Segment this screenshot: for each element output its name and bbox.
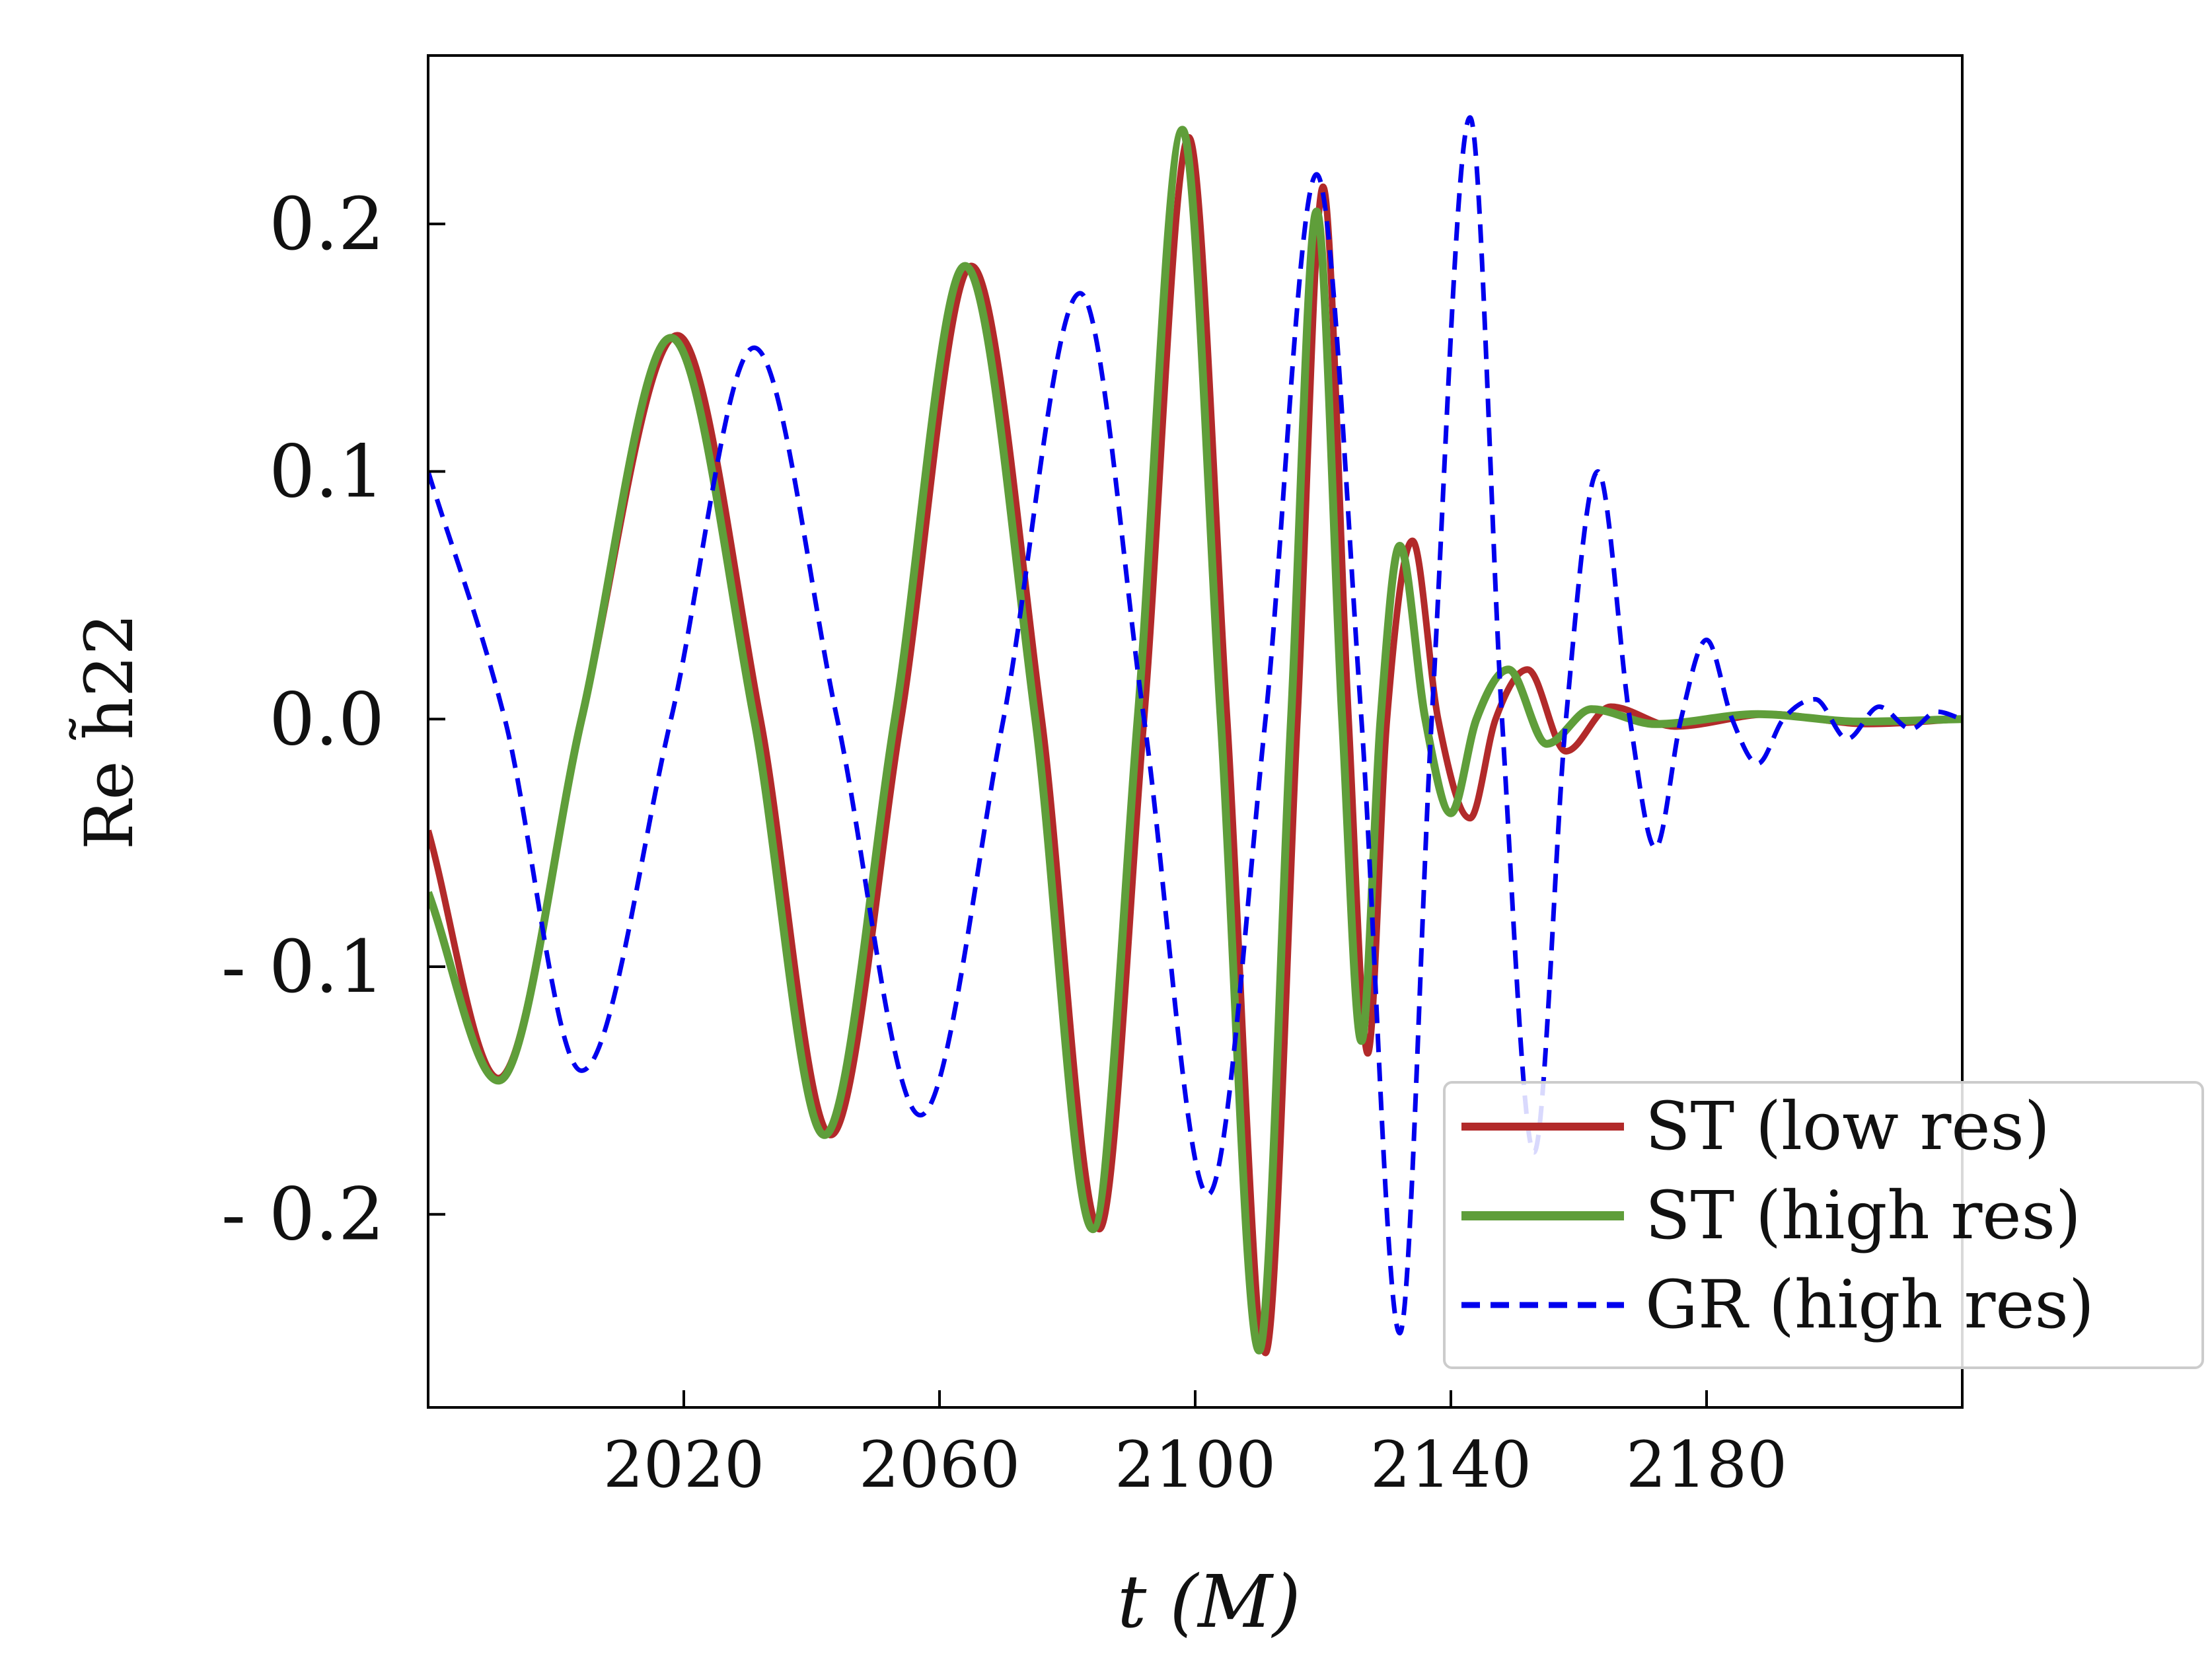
legend-frame [1443,1081,2204,1369]
x-tick-label: 2180 [1626,1428,1787,1502]
x-axis-label: t (M) [1117,1559,1301,1644]
x-tick-label: 2020 [603,1428,764,1502]
x-tick-label: 2140 [1370,1428,1531,1502]
y-tick-label: 0.2 [269,182,385,266]
y-tick-label: 0.0 [269,677,385,761]
x-tick-label: 2060 [859,1428,1020,1502]
y-tick-label: - 0.1 [221,924,385,1009]
legend: ST (low res) ST (high res) GR (high res) [1443,1081,2204,1369]
y-axis-label: Re h̃22 [69,613,148,850]
legend-label: GR (high res) [1645,1266,2094,1343]
series-line-0 [428,133,1962,1357]
series-line-2 [428,115,1962,1336]
x-axis: 2020 2060 2100 2140 2180 [603,1390,1787,1502]
y-axis: 0.2 0.1 0.0 - 0.1 - 0.2 [221,182,445,1257]
series-layer [428,115,1962,1357]
y-tick-label: - 0.2 [221,1172,385,1257]
legend-label: ST (low res) [1645,1088,2050,1165]
x-tick-label: 2100 [1115,1428,1276,1502]
y-tick-label: 0.1 [269,429,385,514]
legend-label: ST (high res) [1645,1177,2081,1254]
series-line-1 [428,126,1962,1355]
